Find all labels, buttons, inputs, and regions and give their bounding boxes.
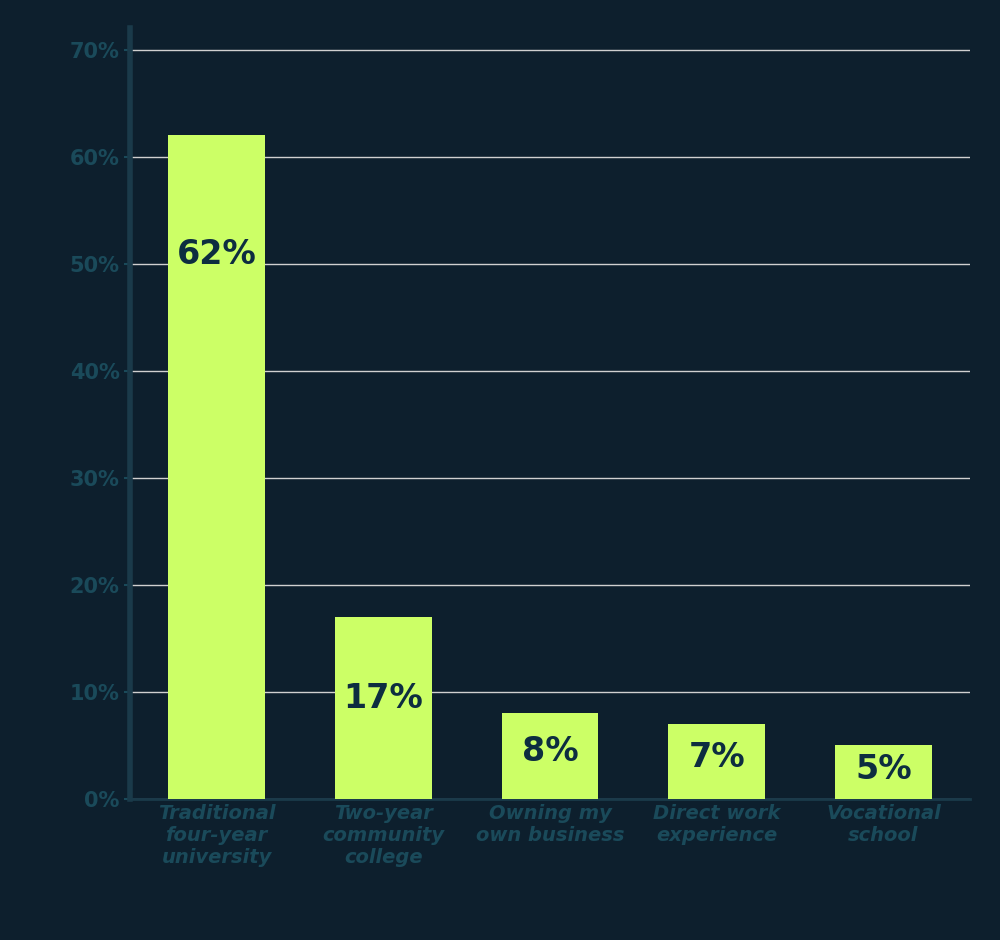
- Text: 8%: 8%: [522, 735, 578, 768]
- Text: 5%: 5%: [855, 753, 912, 786]
- Bar: [502, 713, 598, 799]
- Bar: [835, 745, 932, 799]
- Text: 7%: 7%: [688, 742, 745, 775]
- Bar: [668, 724, 765, 799]
- Text: 17%: 17%: [343, 682, 423, 715]
- Bar: [168, 135, 265, 799]
- Text: 62%: 62%: [177, 238, 256, 272]
- Bar: [335, 617, 432, 799]
